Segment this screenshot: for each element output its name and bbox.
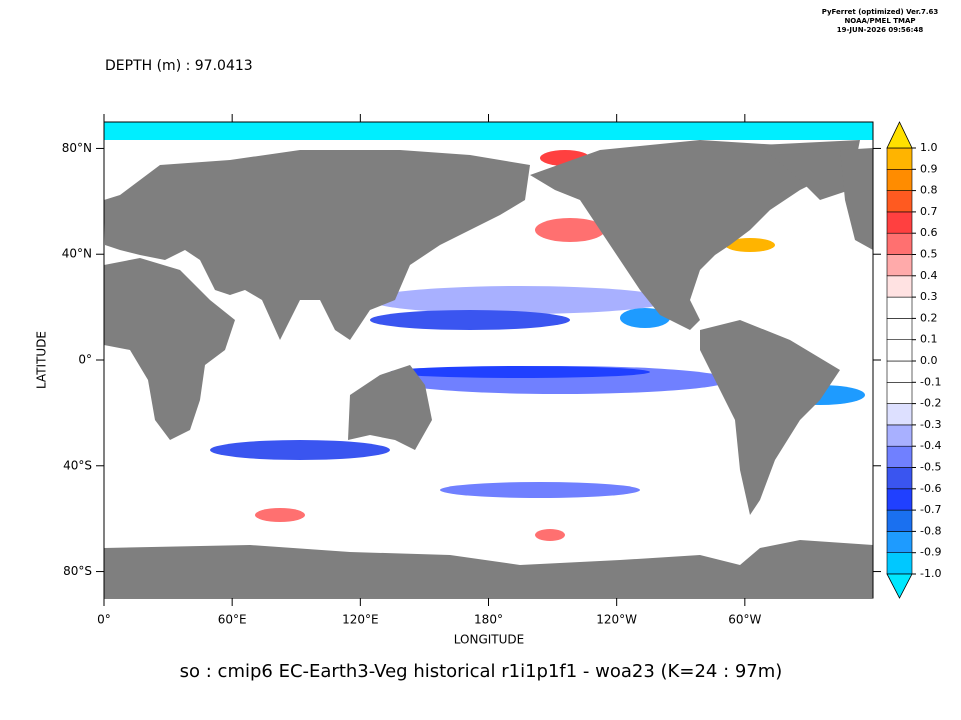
colorbar-bin [886, 147, 913, 170]
colorbar-label: 0.7 [920, 205, 938, 218]
colorbar-bin [886, 232, 913, 255]
org-label: NOAA/PMEL TMAP [844, 17, 915, 25]
colorbar-label: 0.8 [920, 184, 938, 197]
colorbar-bin [886, 467, 913, 490]
colorbar-label: 1.0 [920, 141, 938, 154]
y-axis-label: LATITUDE [35, 331, 49, 389]
colorbar-under [886, 573, 913, 599]
colorbar-label: 0.1 [920, 333, 938, 346]
colorbar-bin [886, 531, 913, 554]
colorbar-label: 0.0 [920, 354, 938, 367]
colorbar-label: 0.4 [920, 269, 938, 282]
colorbar-bin [886, 381, 913, 404]
colorbar-label: 0.6 [920, 226, 938, 239]
colorbar-label: 0.2 [920, 311, 938, 324]
colorbar-label: 0.9 [920, 162, 938, 175]
colorbar-bin [886, 552, 913, 575]
caption: so : cmip6 EC-Earth3-Veg historical r1i1… [180, 661, 783, 682]
map-field [104, 122, 873, 598]
x-tick-label: 180° [474, 613, 503, 627]
colorbar-label: -0.8 [920, 524, 941, 537]
colorbar-label: -0.7 [920, 503, 941, 516]
colorbar-label: -0.1 [920, 375, 941, 388]
colorbar-bin [886, 509, 913, 532]
colorbar-bin [886, 296, 913, 319]
colorbar-bin [886, 318, 913, 340]
x-axis-label: LONGITUDE [454, 633, 524, 647]
y-tick-label: 40°N [62, 247, 92, 261]
x-tick-label: 60°E [218, 613, 247, 627]
colorbar-bin [886, 339, 913, 362]
software-label: PyFerret (optimized) Ver.7.63 [822, 8, 939, 16]
colorbar-label: -0.9 [920, 546, 941, 559]
colorbar-label: -0.3 [920, 418, 941, 431]
colorbar-bin [886, 488, 913, 511]
colorbar-bin [886, 254, 913, 277]
colorbar-label: -1.0 [920, 567, 941, 580]
y-tick-label: 40°S [63, 458, 92, 472]
x-tick-label: 120°W [596, 613, 637, 627]
colorbar-bin [886, 169, 913, 191]
colorbar-bin [886, 424, 913, 447]
colorbar-label: -0.4 [920, 439, 941, 452]
colorbar-bin [886, 360, 913, 383]
y-tick-label: 80°N [62, 141, 92, 155]
colorbar-label: -0.5 [920, 461, 941, 474]
chart-title: DEPTH (m) : 97.0413 [105, 58, 253, 74]
colorbar-bin [886, 190, 913, 213]
y-tick-label: 80°S [63, 564, 92, 578]
colorbar-bin [886, 403, 913, 426]
x-tick-label: 120°E [342, 613, 379, 627]
x-tick-label: 60°W [728, 613, 761, 627]
colorbar-bin [886, 445, 913, 468]
colorbar-label: -0.6 [920, 482, 941, 495]
colorbar-label: 0.5 [920, 248, 938, 261]
timestamp: 19-JUN-2026 09:56:48 [837, 26, 924, 34]
x-tick-label: 0° [97, 613, 111, 627]
colorbar-bin [886, 275, 913, 298]
colorbar-label: -0.2 [920, 397, 941, 410]
colorbar-bin [886, 211, 913, 234]
colorbar-label: 0.3 [920, 290, 938, 303]
colorbar-over [886, 121, 913, 149]
y-tick-label: 0° [78, 353, 92, 367]
